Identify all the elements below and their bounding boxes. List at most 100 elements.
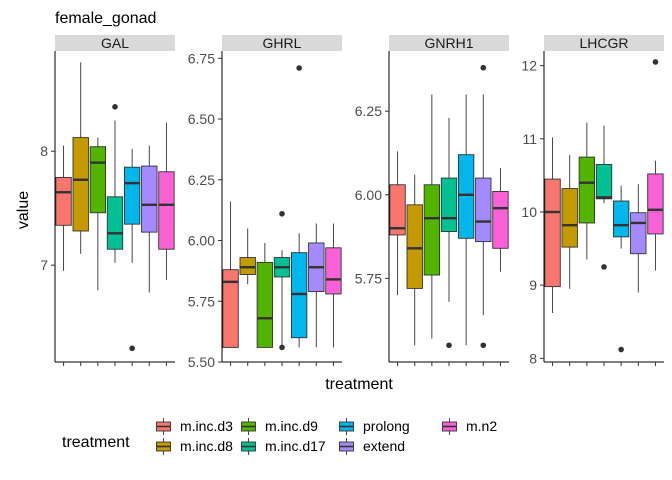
facet-strip: [389, 35, 509, 51]
legend-item-m.n2: m.n2: [441, 418, 497, 435]
box-iqr: [612, 200, 630, 238]
box-prolong: [612, 185, 630, 366]
box-m.inc.d9: [423, 94, 441, 366]
y-tick-label: 10: [521, 204, 537, 220]
outlier-point: [601, 264, 607, 270]
panel-gal: GAL 7 8: [40, 35, 175, 366]
legend-label: m.n2: [466, 418, 497, 434]
box-m.inc.d9: [256, 242, 274, 366]
chart-title: female_gonad: [55, 10, 156, 27]
box-iqr: [290, 252, 308, 339]
legend-label: prolong: [363, 418, 410, 434]
box-m.inc.d8: [406, 174, 423, 366]
facet-strip-label: GNRH1: [424, 35, 473, 51]
box-m.inc.d17: [595, 125, 613, 366]
box-iqr: [457, 154, 475, 239]
box-m.n2: [158, 122, 175, 366]
legend-label: m.inc.d8: [180, 438, 233, 454]
box-m.inc.d3: [389, 151, 406, 366]
facet-strip: [222, 35, 342, 51]
legend-label: m.inc.d9: [265, 418, 318, 434]
y-tick-label: 5.75: [355, 270, 382, 286]
box-iqr: [256, 261, 274, 348]
box-m.inc.d17: [273, 210, 291, 366]
box-iqr: [325, 247, 342, 295]
outlier-point: [480, 64, 487, 71]
panel-ghrl: GHRL 5.50 5.75 6.00 6.25 6.50 6.75: [188, 35, 342, 370]
box-m.inc.d9: [89, 137, 107, 366]
y-tick-label: 5.75: [188, 293, 215, 309]
outlier-point: [279, 210, 285, 217]
box-extend: [630, 184, 647, 366]
box-iqr: [123, 166, 141, 225]
box-m.inc.d9: [578, 122, 596, 366]
box-iqr: [561, 188, 578, 248]
outlier-point: [112, 104, 118, 110]
box-prolong: [457, 94, 475, 366]
outlier-point: [446, 342, 452, 349]
outlier-point: [652, 59, 659, 65]
box-m.n2: [492, 168, 509, 366]
y-tick-label: 6.75: [188, 50, 215, 66]
box-m.n2: [647, 59, 664, 366]
y-tick-label: 5.50: [188, 354, 215, 370]
box-iqr: [578, 156, 596, 224]
box-extend: [141, 145, 158, 366]
box-m.n2: [325, 223, 342, 366]
box-iqr: [89, 146, 107, 214]
box-m.inc.d3: [544, 137, 561, 366]
legend-item-m.inc.d9: m.inc.d9: [240, 418, 318, 435]
y-tick-label: 6.25: [355, 103, 382, 119]
box-iqr: [389, 184, 406, 236]
box-m.inc.d8: [239, 228, 256, 366]
y-tick-label: 6.00: [355, 187, 382, 203]
outlier-point: [129, 345, 135, 352]
box-iqr: [475, 177, 492, 243]
x-axis-label: treatment: [325, 376, 393, 393]
y-axis-label: value: [15, 191, 32, 229]
box-extend: [475, 64, 492, 366]
box-iqr: [106, 196, 124, 250]
box-m.inc.d8: [561, 154, 578, 366]
y-tick-label: 8: [40, 143, 48, 159]
box-m.inc.d3: [222, 201, 239, 366]
facet-panels: GAL 7 8 GHRL 5.50 5.75 6.00 6.25 6.50 6.75 GNRH1 5.…: [40, 35, 664, 370]
box-iqr: [630, 212, 647, 255]
facet-strip-label: GAL: [101, 35, 129, 51]
box-m.inc.d17: [440, 117, 458, 366]
legend-label: m.inc.d3: [180, 418, 233, 434]
box-iqr: [440, 177, 458, 233]
box-iqr: [492, 191, 509, 249]
y-tick-label: 6.25: [188, 172, 215, 188]
legend: treatment m.inc.d3 m.inc.d8 m.inc.d9 m.inc.…: [62, 418, 497, 455]
facet-strip-label: LHCGR: [579, 35, 628, 51]
legend-label: extend: [363, 438, 405, 454]
facet-strip-label: GHRL: [263, 35, 302, 51]
y-tick-label: 8: [529, 350, 537, 366]
outlier-point: [618, 346, 624, 353]
box-iqr: [55, 177, 72, 226]
box-prolong: [123, 148, 141, 366]
box-prolong: [290, 65, 308, 366]
y-tick-label: 11: [522, 131, 537, 147]
box-m.inc.d3: [55, 145, 72, 366]
y-tick-label: 9: [529, 277, 537, 293]
box-extend: [308, 223, 325, 366]
box-iqr: [647, 173, 664, 235]
legend-item-extend: extend: [338, 438, 405, 455]
box-iqr: [544, 178, 561, 288]
legend-item-m.inc.d8: m.inc.d8: [155, 438, 233, 455]
box-m.inc.d17: [106, 104, 124, 366]
outlier-point: [480, 342, 487, 349]
legend-item-m.inc.d17: m.inc.d17: [240, 438, 326, 455]
y-tick-label: 7: [40, 257, 48, 273]
legend-title: treatment: [62, 434, 130, 451]
y-tick-label: 6.50: [188, 111, 215, 127]
panel-gnrh1: GNRH1 5.75 6.00 6.25: [355, 35, 509, 366]
y-tick-label: 12: [521, 58, 537, 74]
box-iqr: [158, 171, 175, 250]
box-iqr: [406, 204, 423, 289]
box-iqr: [222, 269, 239, 348]
box-m.inc.d8: [72, 62, 89, 366]
box-iqr: [141, 165, 158, 233]
